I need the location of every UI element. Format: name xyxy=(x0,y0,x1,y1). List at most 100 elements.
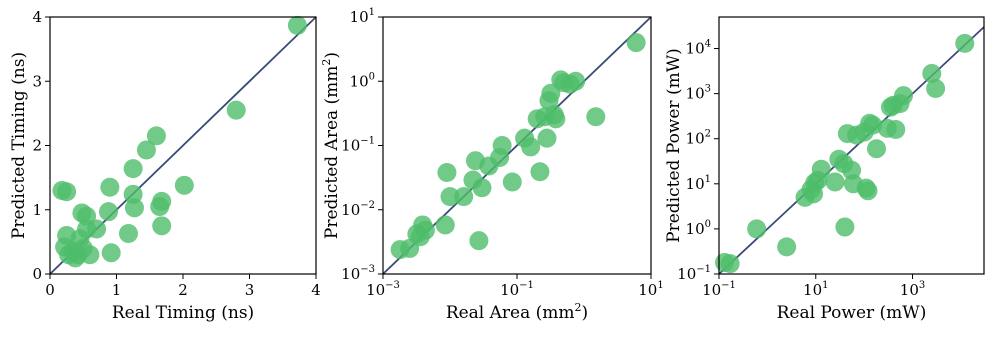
data-point xyxy=(80,245,100,265)
x-tick-label: 1 xyxy=(112,281,122,299)
data-point xyxy=(926,78,946,98)
tick-exponent: −1 xyxy=(696,264,711,275)
tick-exponent: 2 xyxy=(705,129,711,140)
data-point xyxy=(435,215,455,235)
tick-base: 10 xyxy=(366,281,385,299)
x-tick-label: 2 xyxy=(178,281,188,299)
data-point xyxy=(502,172,522,192)
y-tick-label: 10−1 xyxy=(677,264,711,283)
data-point xyxy=(825,172,845,192)
tick-base: 10 xyxy=(702,281,721,299)
x-tick-label: 10−3 xyxy=(366,280,400,299)
data-point xyxy=(530,162,550,182)
tick-exponent: 1 xyxy=(705,174,711,185)
data-point xyxy=(287,15,307,35)
tick-exponent: 0 xyxy=(369,71,375,82)
data-point xyxy=(152,191,172,211)
tick-base: 10 xyxy=(686,220,705,238)
y-tick-label: 103 xyxy=(686,84,711,103)
y-tick-label: 104 xyxy=(686,39,711,58)
tick-base: 10 xyxy=(686,175,705,193)
data-points xyxy=(390,33,646,260)
y-tick-label: 101 xyxy=(686,174,711,193)
data-point xyxy=(886,120,906,140)
y-tick-label: 102 xyxy=(686,129,711,148)
data-point xyxy=(118,224,138,244)
data-point xyxy=(415,220,435,240)
data-point xyxy=(101,243,121,263)
data-point xyxy=(469,231,489,251)
x-tick-label: 3 xyxy=(245,281,255,299)
y-tick-label: 0 xyxy=(32,265,42,283)
tick-exponent: −2 xyxy=(360,200,375,211)
data-points xyxy=(52,15,307,268)
data-point xyxy=(858,181,878,201)
y-tick-label: 10−1 xyxy=(341,136,375,155)
data-point xyxy=(136,140,156,160)
tick-exponent: −1 xyxy=(721,280,736,291)
data-point xyxy=(100,177,120,197)
y-tick-label: 100 xyxy=(686,219,711,238)
data-point xyxy=(626,33,646,53)
y-tick-label: 10−3 xyxy=(341,264,375,283)
tick-exponent: −1 xyxy=(519,280,534,291)
tick-exponent: 1 xyxy=(657,280,663,291)
y-axis-label: Predicted Area (mm2) xyxy=(320,52,342,239)
tick-base: 10 xyxy=(341,201,360,219)
tick-base: 10 xyxy=(341,137,360,155)
y-tick-label: 2 xyxy=(32,137,42,155)
x-tick-label: 10−1 xyxy=(500,280,534,299)
tick-base: 10 xyxy=(638,281,657,299)
data-point xyxy=(893,86,913,106)
data-point xyxy=(99,202,119,222)
tick-exponent: 0 xyxy=(705,219,711,230)
tick-exponent: 1 xyxy=(822,280,828,291)
x-tick-label: 103 xyxy=(900,280,925,299)
tick-exponent: 4 xyxy=(705,39,711,50)
x-tick-label: 101 xyxy=(638,280,663,299)
x-tick-label: 4 xyxy=(311,281,321,299)
data-point xyxy=(922,63,942,83)
data-point xyxy=(747,219,767,239)
tick-exponent: 3 xyxy=(919,280,925,291)
x-axis-label: Real Power (mW) xyxy=(777,303,927,323)
data-point xyxy=(546,109,566,129)
y-tick-label: 1 xyxy=(32,201,42,219)
tick-exponent: −3 xyxy=(385,280,400,291)
tick-base: 10 xyxy=(803,281,822,299)
data-point xyxy=(586,107,606,127)
data-point xyxy=(541,83,561,103)
data-point xyxy=(492,136,512,155)
tick-base: 10 xyxy=(500,281,519,299)
data-point xyxy=(472,178,492,198)
tick-exponent: 1 xyxy=(369,7,375,18)
data-point xyxy=(77,206,97,226)
data-point xyxy=(152,216,172,236)
axes-frame xyxy=(718,16,985,275)
tick-base: 10 xyxy=(686,85,705,103)
data-point xyxy=(537,128,557,148)
x-tick-label: 0 xyxy=(45,281,55,299)
y-tick-label: 3 xyxy=(32,72,42,90)
tick-base: 10 xyxy=(677,265,696,283)
y-tick-label: 10−2 xyxy=(341,200,375,219)
data-points xyxy=(715,33,975,274)
tick-base: 10 xyxy=(900,281,919,299)
tick-base: 10 xyxy=(341,265,360,283)
data-point xyxy=(87,219,107,239)
tick-base: 10 xyxy=(350,72,369,90)
data-point xyxy=(123,159,143,179)
x-tick-label: 10−1 xyxy=(702,280,736,299)
data-point xyxy=(57,182,77,202)
data-point xyxy=(146,126,166,146)
y-axis-label: Predicted Timing (ns) xyxy=(9,52,29,239)
data-point xyxy=(174,175,194,195)
data-point xyxy=(124,198,144,218)
data-point xyxy=(777,237,797,257)
data-point xyxy=(811,159,831,179)
x-axis-label: Real Timing (ns) xyxy=(112,303,254,323)
y-tick-label: 100 xyxy=(350,71,375,90)
y-axis-label: Predicted Power (mW) xyxy=(664,48,684,243)
y-tick-label: 4 xyxy=(32,8,42,26)
